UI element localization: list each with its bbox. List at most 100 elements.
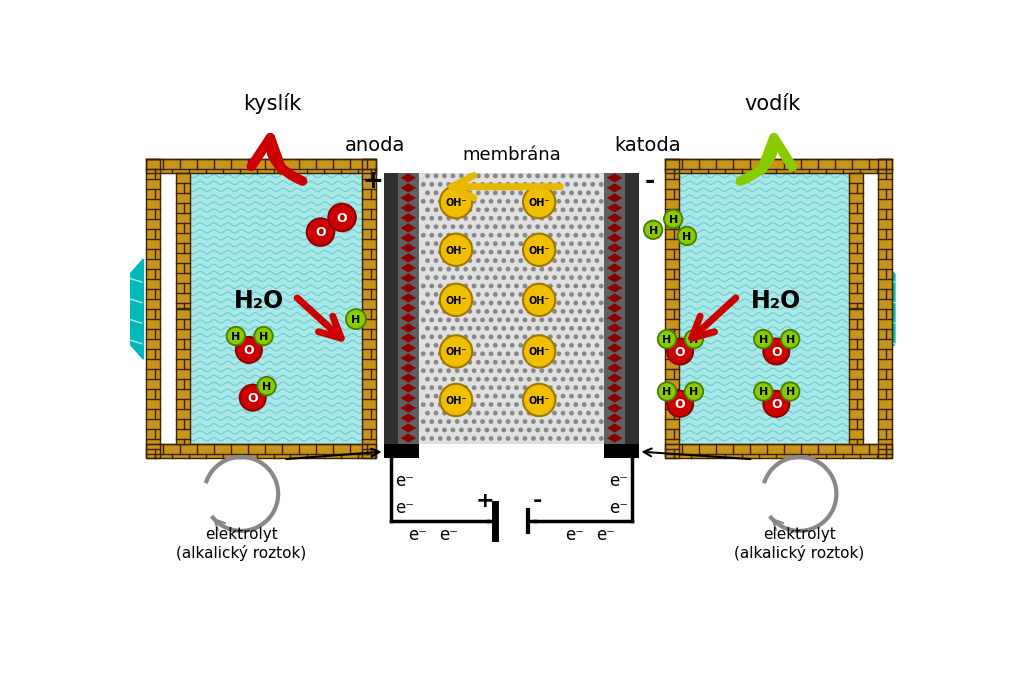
Circle shape — [443, 259, 446, 262]
Text: H: H — [262, 382, 271, 392]
Circle shape — [578, 225, 582, 228]
Circle shape — [443, 361, 446, 364]
Circle shape — [464, 420, 467, 423]
Circle shape — [531, 352, 535, 355]
Text: OH⁻: OH⁻ — [528, 246, 550, 255]
Circle shape — [578, 276, 582, 279]
Circle shape — [599, 199, 602, 203]
Circle shape — [574, 301, 577, 305]
Circle shape — [502, 309, 505, 313]
Circle shape — [599, 182, 602, 186]
Circle shape — [582, 251, 586, 254]
Circle shape — [557, 234, 561, 237]
Circle shape — [426, 326, 429, 330]
Bar — [397, 173, 419, 444]
Circle shape — [477, 428, 480, 432]
Circle shape — [527, 344, 531, 347]
Circle shape — [574, 251, 577, 254]
Circle shape — [562, 208, 565, 212]
Circle shape — [536, 293, 539, 296]
Circle shape — [523, 186, 556, 219]
Circle shape — [477, 411, 480, 415]
Circle shape — [591, 284, 594, 288]
Circle shape — [510, 309, 514, 313]
Circle shape — [527, 242, 531, 245]
Circle shape — [459, 293, 463, 296]
Circle shape — [599, 420, 602, 423]
Circle shape — [430, 301, 434, 305]
Circle shape — [498, 436, 501, 440]
Circle shape — [566, 420, 569, 423]
Circle shape — [781, 330, 800, 348]
Circle shape — [430, 267, 434, 270]
Circle shape — [781, 382, 800, 401]
Circle shape — [582, 182, 586, 186]
Circle shape — [510, 276, 514, 279]
Circle shape — [566, 403, 569, 406]
Circle shape — [557, 420, 561, 423]
Circle shape — [451, 411, 454, 415]
Circle shape — [599, 403, 602, 406]
Circle shape — [570, 361, 573, 364]
Circle shape — [459, 411, 463, 415]
Circle shape — [685, 330, 703, 348]
Circle shape — [527, 326, 531, 330]
Circle shape — [485, 174, 489, 178]
Circle shape — [570, 191, 573, 195]
Circle shape — [443, 344, 446, 347]
Circle shape — [439, 318, 442, 322]
Circle shape — [685, 382, 703, 401]
Circle shape — [443, 293, 446, 296]
Circle shape — [422, 199, 425, 203]
Circle shape — [464, 234, 467, 237]
Circle shape — [430, 352, 434, 355]
Circle shape — [447, 403, 450, 406]
Circle shape — [553, 411, 557, 415]
Circle shape — [502, 326, 505, 330]
Circle shape — [553, 259, 557, 262]
Circle shape — [481, 234, 485, 237]
Text: O: O — [675, 346, 686, 359]
Circle shape — [549, 369, 552, 372]
Bar — [161, 173, 176, 444]
Circle shape — [257, 377, 275, 395]
Circle shape — [439, 335, 442, 339]
Circle shape — [430, 251, 434, 254]
Circle shape — [527, 191, 531, 195]
Circle shape — [599, 301, 602, 305]
Circle shape — [498, 369, 501, 372]
Circle shape — [510, 242, 514, 245]
Circle shape — [328, 204, 356, 232]
Circle shape — [472, 386, 475, 389]
Circle shape — [527, 378, 531, 381]
Circle shape — [490, 251, 493, 254]
Circle shape — [430, 182, 434, 186]
Circle shape — [541, 182, 544, 186]
Circle shape — [464, 403, 467, 406]
Circle shape — [430, 403, 434, 406]
Circle shape — [549, 436, 552, 440]
Circle shape — [422, 386, 425, 389]
Circle shape — [434, 191, 438, 195]
Circle shape — [549, 318, 552, 322]
Circle shape — [477, 293, 480, 296]
Circle shape — [587, 344, 590, 347]
Circle shape — [422, 301, 425, 305]
Circle shape — [515, 352, 518, 355]
Circle shape — [519, 208, 522, 212]
Circle shape — [527, 394, 531, 398]
Circle shape — [494, 344, 497, 347]
Circle shape — [582, 352, 586, 355]
Circle shape — [763, 338, 789, 365]
Text: H: H — [759, 335, 768, 345]
Circle shape — [502, 411, 505, 415]
Circle shape — [468, 326, 471, 330]
Circle shape — [754, 330, 772, 348]
Text: H: H — [669, 214, 678, 225]
Polygon shape — [400, 384, 416, 393]
Circle shape — [426, 225, 429, 228]
Circle shape — [464, 267, 467, 270]
Circle shape — [595, 276, 598, 279]
Circle shape — [430, 217, 434, 220]
Circle shape — [562, 309, 565, 313]
